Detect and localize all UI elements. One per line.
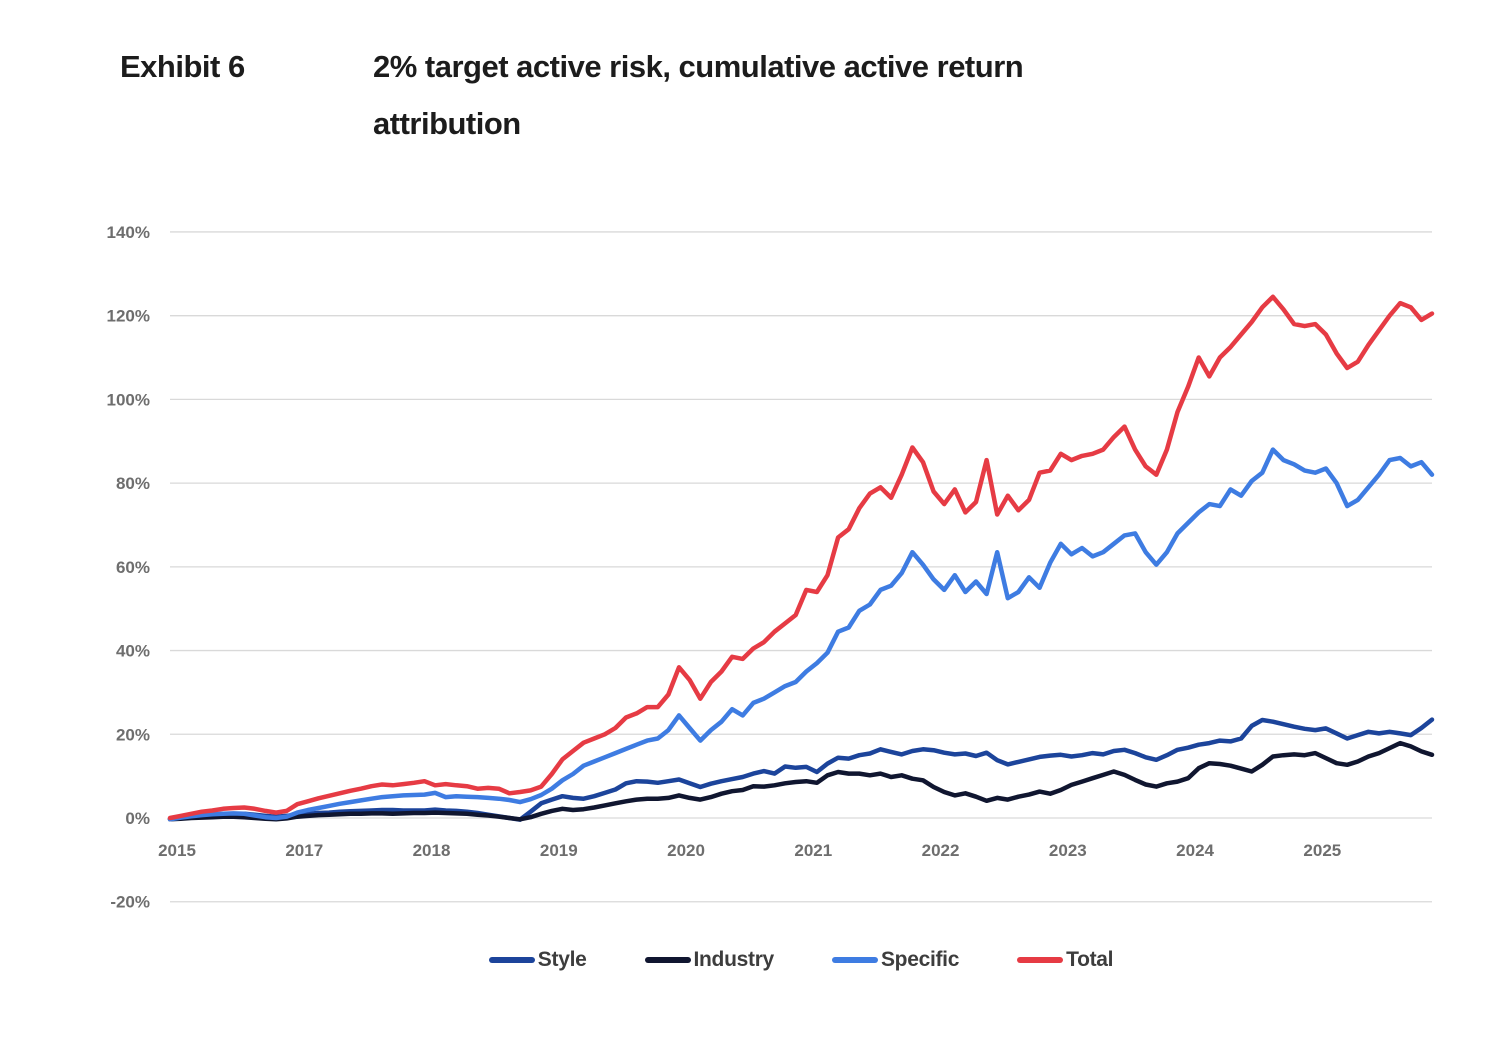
legend-label-total: Total	[1066, 948, 1114, 971]
legend-label-specific: Specific	[880, 948, 960, 971]
legend-label-industry: Industry	[693, 948, 775, 971]
x-tick-label: 2017	[285, 841, 323, 860]
x-tick-label: 2019	[540, 841, 578, 860]
series-line-specific	[167, 447, 1435, 822]
y-tick-label: 60%	[116, 558, 150, 577]
legend: Style Industry Specific Total	[170, 948, 1432, 972]
x-tick-label: 2023	[1049, 841, 1087, 860]
x-tick-label: 2021	[794, 841, 832, 860]
y-gridlines	[170, 231, 1432, 903]
legend-swatch-industry	[644, 957, 691, 963]
legend-item-total: Total	[1017, 948, 1114, 972]
y-tick-label: 40%	[116, 642, 150, 661]
legend-swatch-specific	[831, 957, 878, 963]
x-tick-label: 2022	[922, 841, 960, 860]
y-tick-label: 80%	[116, 474, 150, 493]
x-tick-label: 2020	[667, 841, 705, 860]
y-tick-label: 0%	[125, 809, 150, 828]
chart-title: 2% target active risk, cumulative active…	[373, 49, 1024, 141]
legend-item-industry: Industry	[644, 948, 775, 972]
y-tick-labels: 140% 120% 100% 80% 60% 40% 20% 0% -20%	[107, 223, 150, 912]
y-tick-label: 100%	[107, 390, 150, 409]
x-tick-label: 2025	[1303, 841, 1341, 860]
x-tick-label: 2024	[1176, 841, 1214, 860]
series-line-total	[167, 294, 1435, 821]
x-tick-labels: 2015 2017 2018 2019 2020 2021 2022 2023 2024 2025	[158, 841, 1341, 860]
legend-item-style: Style	[488, 948, 587, 972]
legend-swatch-style	[488, 957, 535, 963]
exhibit-label: Exhibit 6	[120, 49, 245, 84]
x-tick-label: 2018	[413, 841, 451, 860]
series-line-industry	[167, 740, 1435, 822]
y-tick-label: 120%	[107, 307, 150, 326]
y-tick-label: -20%	[110, 893, 150, 912]
legend-label-style: Style	[537, 948, 587, 971]
series-line-style	[167, 717, 1435, 822]
y-tick-label: 20%	[116, 725, 150, 744]
legend-swatch-total	[1017, 957, 1064, 963]
legend-item-specific: Specific	[831, 948, 960, 972]
y-tick-label: 140%	[107, 223, 150, 242]
x-tick-label: 2015	[158, 841, 196, 860]
series-lines	[167, 294, 1435, 822]
